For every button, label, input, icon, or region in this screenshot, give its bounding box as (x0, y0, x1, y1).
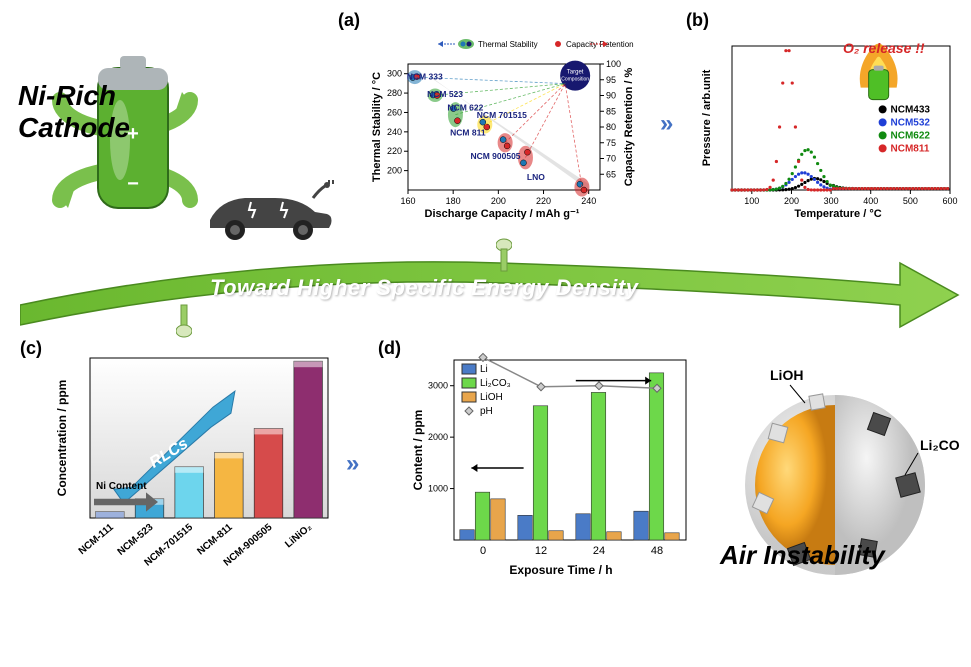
svg-text:Ni Content: Ni Content (96, 481, 147, 492)
svg-text:NCM-811: NCM-811 (195, 522, 235, 558)
svg-text:Composition: Composition (561, 77, 589, 83)
ev-car-graphic (205, 180, 335, 245)
svg-text:160: 160 (400, 196, 415, 206)
svg-text:80: 80 (606, 122, 616, 132)
svg-text:O₂ release !!: O₂ release !! (843, 40, 925, 56)
banner-text: Toward Higher Specific Energy Density (210, 275, 638, 301)
pin-top (496, 237, 512, 273)
svg-text:220: 220 (536, 196, 551, 206)
svg-text:NCM-523: NCM-523 (116, 522, 156, 558)
chart-b: 100 200 300 400 500 600 O₂ release !! NCM433 NCM… (698, 36, 958, 220)
svg-text:Target: Target (567, 70, 584, 76)
svg-text:24: 24 (593, 545, 605, 557)
svg-text:180: 180 (446, 196, 461, 206)
svg-text:LiOH: LiOH (770, 367, 803, 383)
svg-text:Li: Li (480, 364, 488, 375)
svg-text:NCM433: NCM433 (891, 104, 931, 115)
svg-text:100: 100 (744, 196, 759, 206)
chevron-cd: » (346, 450, 359, 478)
svg-text:240: 240 (581, 196, 596, 206)
svg-text:NCM 701515: NCM 701515 (477, 110, 527, 120)
svg-text:NCM-111: NCM-111 (77, 522, 116, 558)
svg-text:1000: 1000 (428, 484, 448, 494)
svg-text:600: 600 (942, 196, 957, 206)
svg-text:Exposure Time / h: Exposure Time / h (509, 563, 612, 577)
svg-text:48: 48 (651, 545, 663, 557)
title-left-text: Ni-Rich Cathode (18, 80, 130, 143)
svg-text:300: 300 (387, 69, 402, 79)
svg-text:12: 12 (535, 545, 547, 557)
ni-rich-cathode-title: Ni-Rich Cathode (18, 80, 130, 144)
svg-text:200: 200 (784, 196, 799, 206)
panel-a-label: (a) (338, 10, 360, 31)
svg-text:400: 400 (863, 196, 878, 206)
panel-d-label: (d) (378, 338, 401, 359)
svg-text:NCM 333: NCM 333 (407, 72, 443, 82)
svg-text:260: 260 (387, 107, 402, 117)
svg-text:2000: 2000 (428, 432, 448, 442)
svg-text:NCM811: NCM811 (891, 143, 930, 154)
svg-text:Capacity Retention / %: Capacity Retention / % (623, 67, 635, 186)
svg-text:NCM 523: NCM 523 (427, 89, 463, 99)
svg-text:Li₂CO₃: Li₂CO₃ (480, 378, 511, 389)
chevron-ab: » (660, 110, 673, 138)
svg-text:300: 300 (824, 196, 839, 206)
svg-text:220: 220 (387, 146, 402, 156)
chart-d: 1000 2000 3000 0 12 24 48 Li Li₂CO₃ LiOH pH Exposur… (408, 350, 698, 580)
svg-text:500: 500 (903, 196, 918, 206)
svg-text:200: 200 (387, 166, 402, 176)
air-instability-title: Air Instability (720, 540, 885, 571)
svg-text:0: 0 (480, 545, 486, 557)
svg-text:65: 65 (606, 169, 616, 179)
svg-text:Discharge Capacity / mAh g⁻¹: Discharge Capacity / mAh g⁻¹ (425, 208, 580, 220)
svg-text:75: 75 (606, 138, 616, 148)
svg-text:240: 240 (387, 127, 402, 137)
chart-c: NCM-111NCM-523NCM-701515NCM-811NCM-90050… (54, 350, 334, 580)
svg-text:LNO: LNO (527, 172, 545, 182)
svg-text:−: − (127, 173, 139, 195)
chart-a: Thermal StabilityCapacity Retention16018… (368, 36, 636, 220)
svg-text:85: 85 (606, 106, 616, 116)
svg-text:NCM622: NCM622 (891, 130, 931, 141)
svg-text:NCM 811: NCM 811 (450, 128, 486, 138)
panel-b-label: (b) (686, 10, 709, 31)
svg-text:90: 90 (606, 91, 616, 101)
svg-text:Li₂CO₃: Li₂CO₃ (920, 437, 960, 453)
svg-text:70: 70 (606, 154, 616, 164)
svg-text:NCM 900505: NCM 900505 (470, 151, 520, 161)
svg-text:Concentration / ppm: Concentration / ppm (55, 380, 69, 497)
svg-text:Content / ppm: Content / ppm (411, 410, 425, 491)
svg-text:Pressure / arb.unit: Pressure / arb.unit (701, 69, 713, 166)
svg-text:280: 280 (387, 88, 402, 98)
svg-text:LiNiO₂: LiNiO₂ (283, 522, 314, 550)
svg-text:Temperature / °C: Temperature / °C (794, 208, 881, 220)
panel-c-label: (c) (20, 338, 42, 359)
svg-text:100: 100 (606, 59, 621, 69)
svg-text:NCM532: NCM532 (891, 117, 931, 128)
svg-text:Thermal Stability: Thermal Stability (478, 40, 538, 49)
svg-text:3000: 3000 (428, 381, 448, 391)
svg-text:95: 95 (606, 75, 616, 85)
svg-text:200: 200 (491, 196, 506, 206)
svg-text:pH: pH (480, 406, 493, 417)
pin-bottom (176, 303, 192, 339)
svg-text:Thermal Stability / °C: Thermal Stability / °C (371, 72, 383, 182)
svg-text:LiOH: LiOH (480, 392, 503, 403)
